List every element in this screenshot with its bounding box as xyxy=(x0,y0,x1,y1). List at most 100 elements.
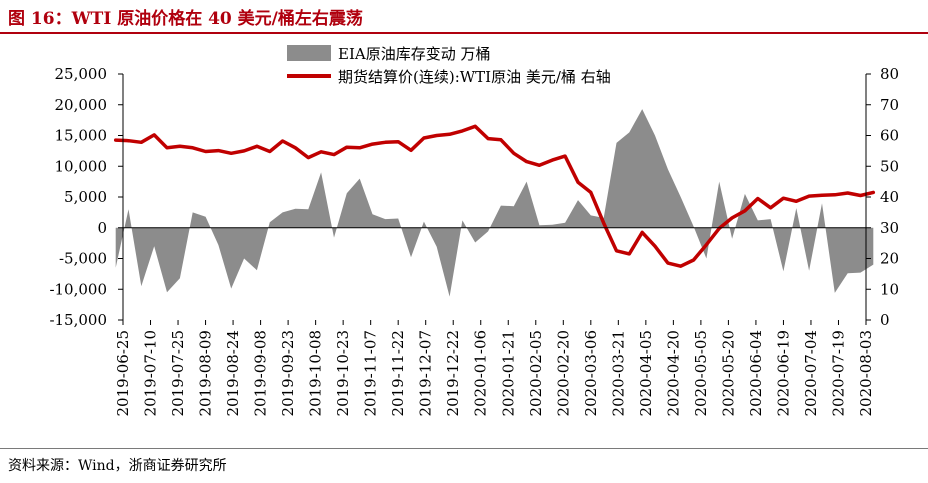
wti-price-point xyxy=(294,146,297,149)
wti-price-point xyxy=(127,139,130,142)
inventory-point xyxy=(499,204,502,207)
x-tick-label: 2019-07-25 xyxy=(169,330,187,416)
inventory-point xyxy=(641,108,644,111)
wti-price-point xyxy=(743,209,746,212)
wti-price-point xyxy=(230,152,233,155)
wti-price-point xyxy=(795,200,798,203)
wti-price-point xyxy=(333,153,336,156)
axes-layer: -15,000 -10,000 -5,000 0 5,000 10,000 15,000 20… xyxy=(49,65,899,417)
inventory-point xyxy=(435,245,438,248)
x-tick-label: 2020-05-20 xyxy=(719,330,737,416)
wti-price-point xyxy=(114,139,117,142)
left-tick-label: 5,000 xyxy=(64,188,107,206)
x-tick-label: 2020-08-03 xyxy=(857,330,875,416)
wti-price-point xyxy=(564,155,567,158)
inventory-point xyxy=(448,295,451,298)
right-tick-label: 40 xyxy=(880,188,899,206)
wti-price-point xyxy=(397,140,400,143)
x-tick-label: 2019-12-07 xyxy=(417,330,435,416)
wti-price-point xyxy=(384,141,387,144)
wti-price-point xyxy=(435,134,438,137)
inventory-point xyxy=(422,220,425,223)
wti-price-point xyxy=(422,137,425,140)
wti-price-point xyxy=(615,249,618,252)
wti-price-point xyxy=(140,141,143,144)
x-tick-label: 2020-07-19 xyxy=(830,330,848,416)
wti-price-point xyxy=(859,194,862,197)
left-tick-label: 10,000 xyxy=(55,157,108,175)
right-tick-label: 50 xyxy=(880,157,899,175)
inventory-point xyxy=(320,171,323,174)
inventory-area xyxy=(115,109,874,297)
wti-price-point xyxy=(487,137,490,140)
inventory-point xyxy=(666,168,669,171)
right-tick-label: 60 xyxy=(880,127,899,145)
inventory-point xyxy=(410,256,413,259)
x-tick-label: 2020-07-04 xyxy=(802,330,820,416)
inventory-point xyxy=(178,277,181,280)
combo-chart: -15,000 -10,000 -5,000 0 5,000 10,000 15,000 20… xyxy=(49,45,899,417)
inventory-point xyxy=(281,211,284,214)
inventory-point xyxy=(243,257,246,260)
x-tick-label: 2020-01-06 xyxy=(472,330,490,416)
inventory-point xyxy=(615,141,618,144)
inventory-point xyxy=(512,205,515,208)
inventory-point xyxy=(769,218,772,221)
wti-price-point xyxy=(679,265,682,268)
wti-price-point xyxy=(371,143,374,146)
wti-price-point xyxy=(833,193,836,196)
right-tick-label: 10 xyxy=(880,280,899,298)
wti-price-point xyxy=(756,197,759,200)
inventory-point xyxy=(628,131,631,134)
wti-price-point xyxy=(577,181,580,184)
x-tick-label: 2019-11-07 xyxy=(362,330,380,416)
inventory-point xyxy=(577,199,580,202)
inventory-point xyxy=(191,211,194,214)
inventory-point xyxy=(474,241,477,244)
x-tick-label: 2020-04-20 xyxy=(664,330,682,416)
left-tick-label: 25,000 xyxy=(55,65,108,83)
inventory-point xyxy=(217,244,220,247)
inventory-point xyxy=(551,223,554,226)
inventory-point xyxy=(564,221,567,224)
left-tick-label: 0 xyxy=(97,219,107,237)
right-tick-label: 20 xyxy=(880,250,899,268)
inventory-area-layer xyxy=(115,108,875,298)
inventory-point xyxy=(307,208,310,211)
inventory-point xyxy=(654,134,657,137)
inventory-point xyxy=(782,270,785,273)
inventory-point xyxy=(833,291,836,294)
inventory-point xyxy=(127,208,130,211)
inventory-point xyxy=(461,219,464,222)
inventory-point xyxy=(859,271,862,274)
inventory-point xyxy=(589,214,592,217)
right-tick-label: 70 xyxy=(880,96,899,114)
wti-price-point xyxy=(448,133,451,136)
wti-line-layer xyxy=(113,124,876,268)
inventory-point xyxy=(333,236,336,239)
x-tick-label: 2019-10-23 xyxy=(334,330,352,416)
wti-price-point xyxy=(808,195,811,198)
inventory-point xyxy=(268,221,271,224)
wti-price-point xyxy=(474,125,477,128)
x-tick-label: 2019-06-25 xyxy=(114,330,132,416)
wti-price-point xyxy=(538,164,541,167)
source-rule xyxy=(0,448,928,449)
wti-price-point xyxy=(178,145,181,148)
wti-price-point xyxy=(654,245,657,248)
wti-price-point xyxy=(204,150,207,153)
wti-price-point xyxy=(499,138,502,141)
wti-price-point xyxy=(191,146,194,149)
x-tick-label: 2019-08-09 xyxy=(197,330,215,416)
wti-price-point xyxy=(602,222,605,225)
inventory-point xyxy=(872,263,875,266)
wti-price-point xyxy=(268,150,271,153)
inventory-point xyxy=(153,245,156,248)
x-tick-label: 2019-09-08 xyxy=(252,330,270,416)
wti-price-point xyxy=(345,146,348,149)
x-tick-label: 2020-04-05 xyxy=(637,330,655,416)
title-rule xyxy=(0,32,928,34)
left-tick-label: -5,000 xyxy=(59,250,107,268)
wti-price-point xyxy=(872,191,875,194)
right-tick-label: 0 xyxy=(880,311,890,329)
